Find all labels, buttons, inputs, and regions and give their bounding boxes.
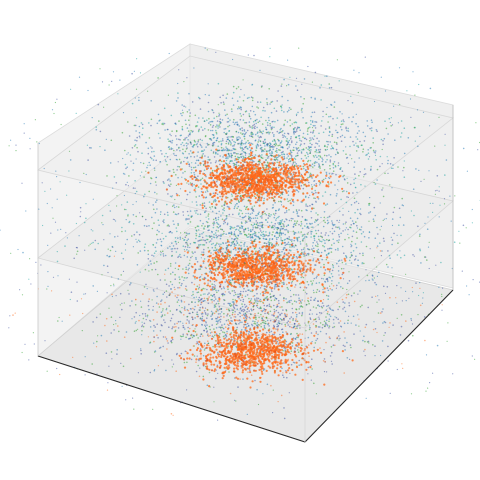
box-edges: [37, 105, 454, 443]
front-bottom-right-edge: [304, 289, 454, 443]
layer-top-cloud: [8, 47, 480, 255]
front-bottom-left-edge: [37, 355, 306, 443]
point-clouds: [0, 47, 480, 421]
layer-bottom-cloud: [8, 213, 476, 421]
layer-middle-cloud: [0, 122, 480, 343]
